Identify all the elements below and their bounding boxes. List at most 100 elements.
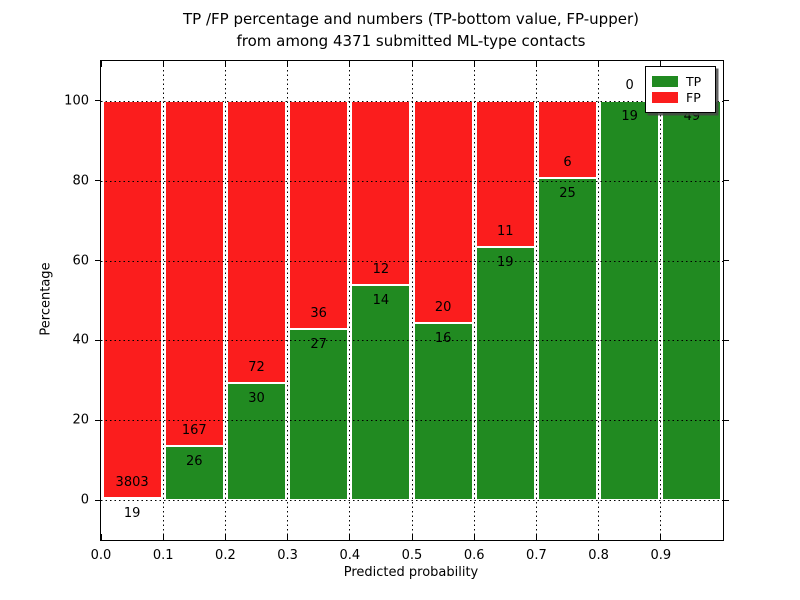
- bar-segment-tp: [475, 247, 535, 501]
- x-tick-mark: [287, 534, 289, 540]
- bar-segment-tp: [289, 329, 349, 501]
- x-tick-mark: [411, 534, 413, 540]
- bar-segment-fp: [226, 100, 287, 383]
- tp-color-swatch: [652, 76, 678, 87]
- tp-count-label: 27: [310, 336, 327, 352]
- x-gridline: [660, 61, 662, 540]
- bar-segment-fp: [164, 100, 224, 447]
- y-tick-mark: [95, 499, 101, 501]
- x-tick-label: 0.5: [401, 548, 423, 563]
- y-tick-label: 60: [72, 253, 89, 269]
- y-gridline: [101, 340, 723, 342]
- x-tick-label: 0.2: [215, 548, 236, 563]
- bar-segment-tp: [102, 498, 162, 501]
- legend-entry-tp: TP: [652, 74, 709, 89]
- x-tick-mark: [660, 61, 662, 67]
- bar-segment-tp: [662, 100, 722, 501]
- x-tick-mark: [722, 534, 724, 540]
- plot-area: 3803191672672303627121420161119625019049…: [64, 60, 729, 563]
- x-tick-mark: [349, 61, 351, 67]
- x-tick-mark: [287, 61, 289, 67]
- x-gridline: [473, 61, 475, 540]
- y-axis-label: Percentage: [38, 262, 54, 336]
- y-gridline: [101, 180, 723, 182]
- x-gridline: [535, 61, 537, 540]
- y-gridline: [101, 100, 723, 102]
- y-gridline: [101, 260, 723, 262]
- y-tick-mark: [723, 499, 729, 501]
- x-tick-label: 0.3: [277, 548, 298, 563]
- bar-segment-fp: [413, 100, 473, 323]
- y-tick-mark: [95, 260, 101, 262]
- fp-count-label: 36: [310, 306, 327, 322]
- x-tick-label: 0.4: [339, 548, 361, 563]
- x-tick-label: 0.7: [526, 548, 547, 563]
- x-tick-mark: [162, 534, 164, 540]
- y-tick-mark: [95, 180, 101, 182]
- tp-count-label: 14: [372, 293, 390, 309]
- y-tick-mark: [723, 339, 729, 341]
- y-gridline: [101, 500, 723, 502]
- x-tick-label: 0.6: [463, 548, 485, 563]
- fp-count-label: 11: [497, 224, 514, 240]
- x-tick-mark: [349, 534, 351, 540]
- fp-count-label: 167: [181, 423, 207, 439]
- x-gridline: [349, 61, 351, 540]
- legend: TP FP: [645, 66, 716, 113]
- fp-count-label: 6: [563, 155, 572, 171]
- x-tick-mark: [598, 534, 600, 540]
- y-gridline: [101, 420, 723, 422]
- bar-segment-tp: [600, 100, 660, 501]
- tp-count-label: 26: [186, 454, 203, 470]
- y-tick-label: 100: [64, 93, 89, 109]
- x-tick-label: 0.8: [588, 548, 609, 563]
- fp-count-label: 72: [248, 359, 265, 375]
- fp-count-label: 0: [625, 77, 634, 93]
- x-tick-mark: [224, 534, 226, 540]
- tp-count-label: 16: [434, 330, 452, 346]
- x-tick-mark: [411, 61, 413, 67]
- bar-segment-tp: [351, 285, 411, 501]
- x-gridline: [287, 61, 289, 540]
- x-tick-mark: [473, 534, 475, 540]
- x-tick-mark: [598, 61, 600, 67]
- y-tick-mark: [95, 100, 101, 102]
- x-tick-mark: [224, 61, 226, 67]
- bar-segment-tp: [164, 446, 224, 501]
- x-gridline: [224, 61, 226, 540]
- x-tick-mark: [535, 534, 537, 540]
- y-tick-label: 0: [80, 492, 89, 508]
- y-tick-mark: [723, 180, 729, 182]
- x-tick-label: 0.0: [90, 548, 112, 563]
- x-gridline: [162, 61, 164, 540]
- x-tick-label: 0.9: [650, 548, 672, 563]
- bar-segment-fp: [475, 100, 535, 248]
- y-tick-label: 20: [72, 412, 89, 428]
- legend-entry-fp: FP: [652, 90, 709, 105]
- x-tick-mark: [100, 534, 102, 540]
- x-tick-mark: [535, 61, 537, 67]
- fp-count-label: 20: [434, 299, 452, 315]
- tp-count-label: 19: [123, 506, 141, 522]
- tp-count-label: 25: [559, 186, 576, 202]
- bar-segment-tp: [413, 322, 473, 501]
- bar-segment-fp: [351, 100, 411, 286]
- x-axis-label: Predicted probability: [343, 565, 479, 580]
- chart-title: TP /FP percentage and numbers (TP-bottom…: [183, 10, 639, 50]
- bar-segment-fp: [102, 100, 162, 499]
- x-tick-mark: [722, 61, 724, 67]
- fp-count-label: 3803: [115, 475, 149, 491]
- fp-count-label: 12: [372, 262, 390, 278]
- y-tick-mark: [723, 100, 729, 102]
- bar-segment-tp: [226, 382, 287, 501]
- x-tick-mark: [162, 61, 164, 67]
- y-tick-mark: [95, 339, 101, 341]
- x-tick-label: 0.1: [152, 548, 174, 563]
- y-tick-mark: [95, 419, 101, 421]
- y-tick-label: 80: [72, 173, 89, 189]
- y-tick-mark: [723, 419, 729, 421]
- x-gridline: [598, 61, 600, 540]
- x-gridline: [411, 61, 413, 540]
- legend-label-fp: FP: [686, 89, 701, 105]
